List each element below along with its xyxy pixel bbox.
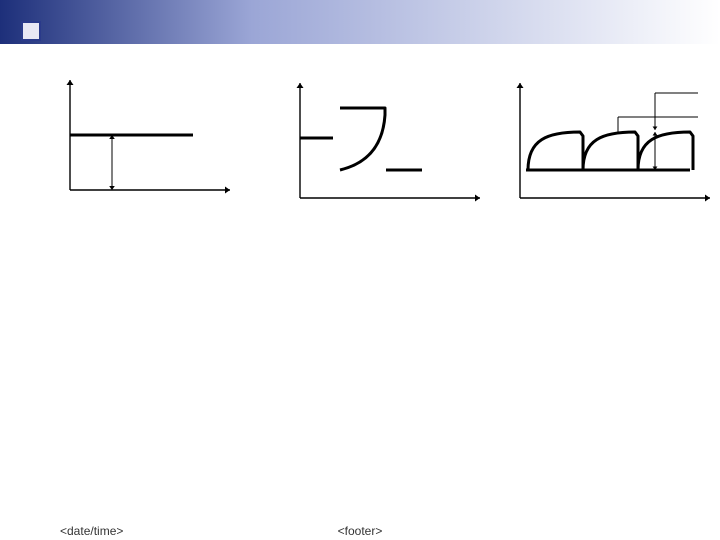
chart-panel xyxy=(67,80,231,194)
chart-panel xyxy=(297,83,481,202)
footer-center: <footer> xyxy=(338,524,383,538)
chart-row xyxy=(50,70,690,220)
header-accent-box xyxy=(22,22,40,40)
charts-svg xyxy=(50,70,690,230)
chart-panel xyxy=(517,83,711,202)
slide-header xyxy=(0,0,720,44)
footer-date: <date/time> xyxy=(60,524,123,538)
